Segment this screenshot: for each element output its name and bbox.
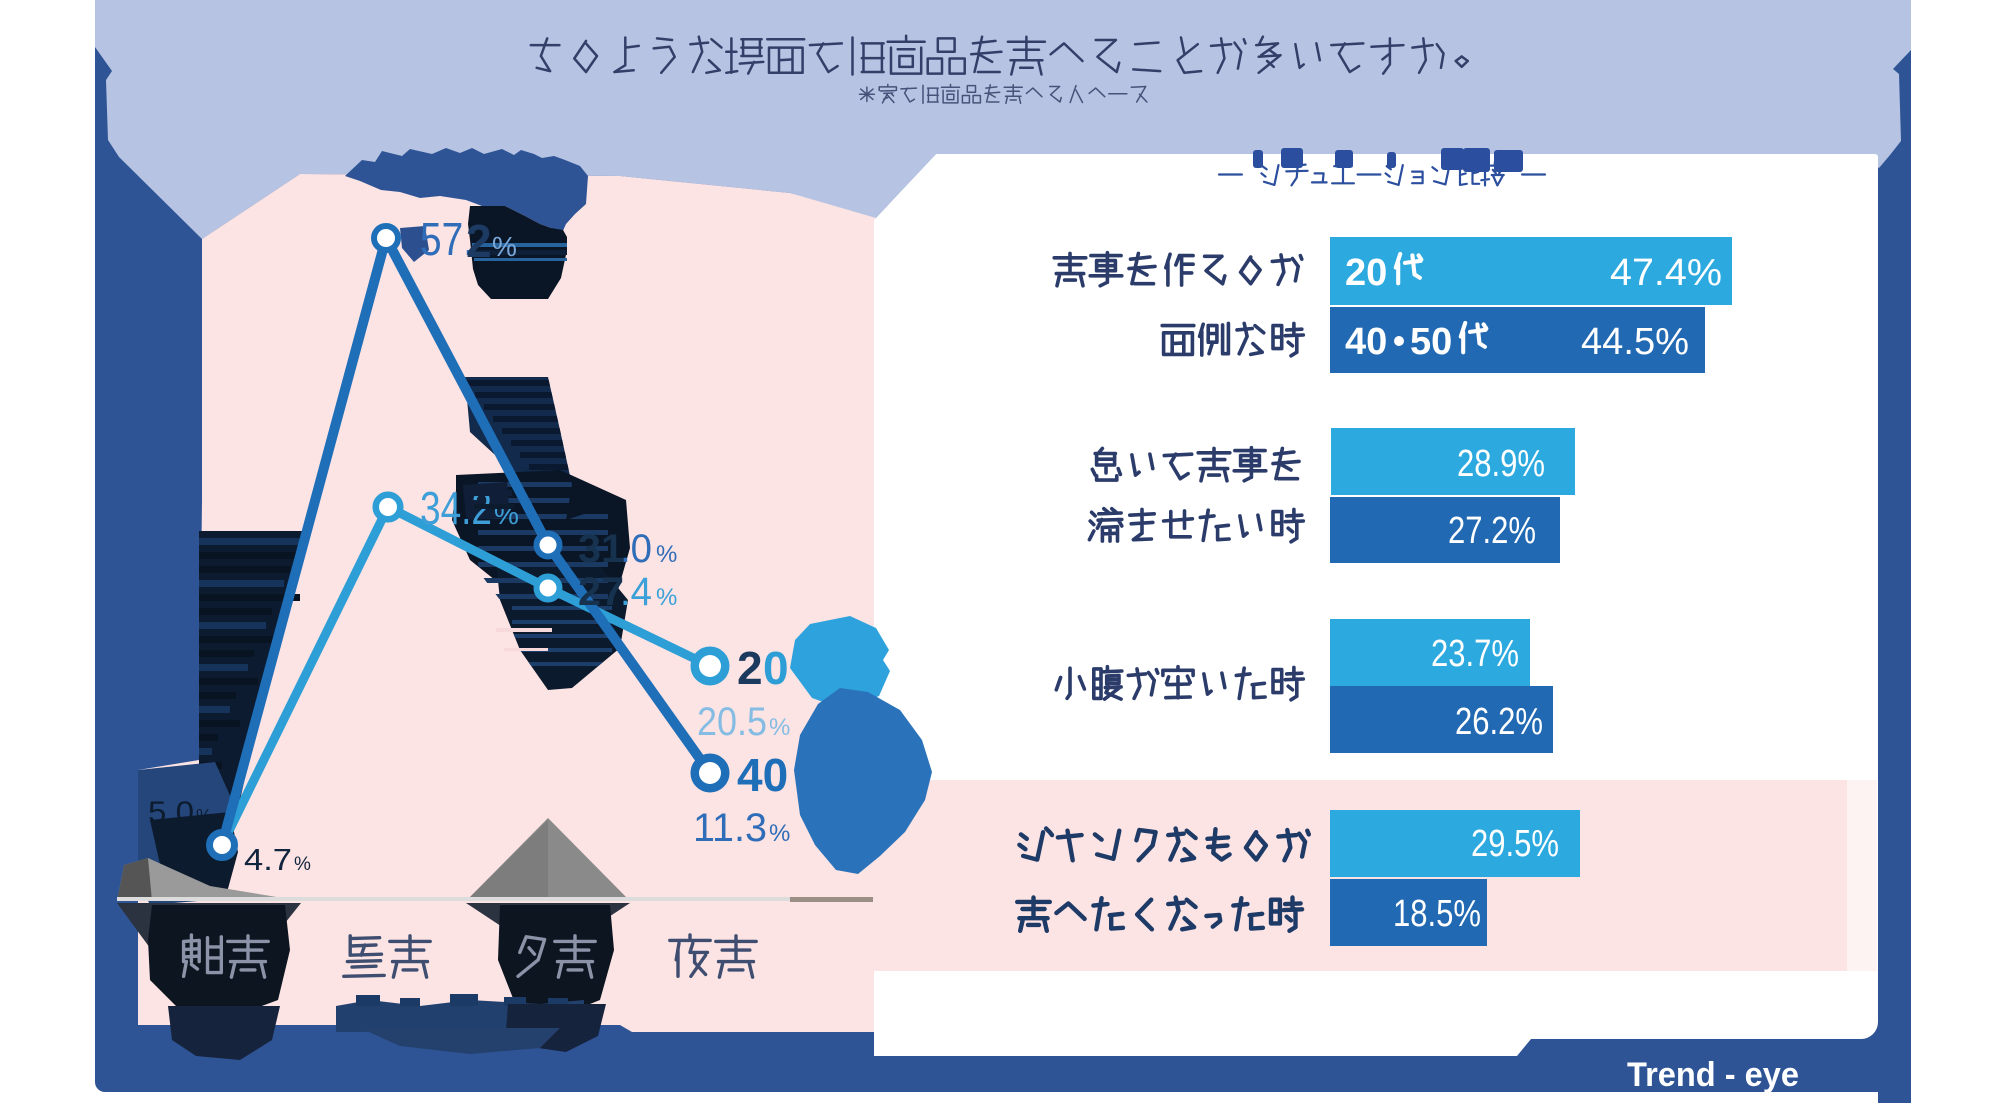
svg-text:26.2%: 26.2% [1455,701,1543,743]
svg-text:.4: .4 [620,570,652,614]
svg-text:44.5%: 44.5% [1581,321,1689,363]
svg-text:.0: .0 [620,527,652,571]
svg-text:18.5%: 18.5% [1393,893,1481,935]
svg-text:Trend - eye: Trend - eye [1627,1056,1799,1094]
svg-text:57.: 57. [420,213,474,265]
svg-text:2: 2 [466,215,492,267]
svg-text:4.7: 4.7 [244,842,292,877]
svg-text:%: % [494,499,519,530]
svg-text:5.0: 5.0 [148,796,194,829]
svg-text:27: 27 [578,570,624,614]
svg-text:2: 2 [737,642,763,694]
svg-text:%: % [294,854,311,875]
svg-text:31: 31 [578,527,624,571]
svg-text:20: 20 [1345,252,1387,294]
svg-text:47.4%: 47.4% [1610,252,1722,294]
svg-text:%: % [769,714,790,741]
svg-text:29.5%: 29.5% [1471,823,1559,865]
svg-text:11.3: 11.3 [693,806,767,850]
svg-text:%: % [656,541,677,568]
svg-text:23.7%: 23.7% [1431,633,1519,675]
svg-text:%: % [492,231,517,262]
svg-text:0: 0 [763,642,789,694]
svg-text:40: 40 [737,749,788,801]
svg-text:%: % [656,584,677,611]
svg-text:40: 40 [1345,321,1387,363]
svg-text:50: 50 [1410,321,1452,363]
svg-text:20.5: 20.5 [697,700,767,744]
svg-text:27.2%: 27.2% [1448,510,1536,552]
svg-text:28.9%: 28.9% [1457,443,1545,485]
svg-text:%: % [769,820,790,847]
svg-text:%: % [196,806,212,826]
